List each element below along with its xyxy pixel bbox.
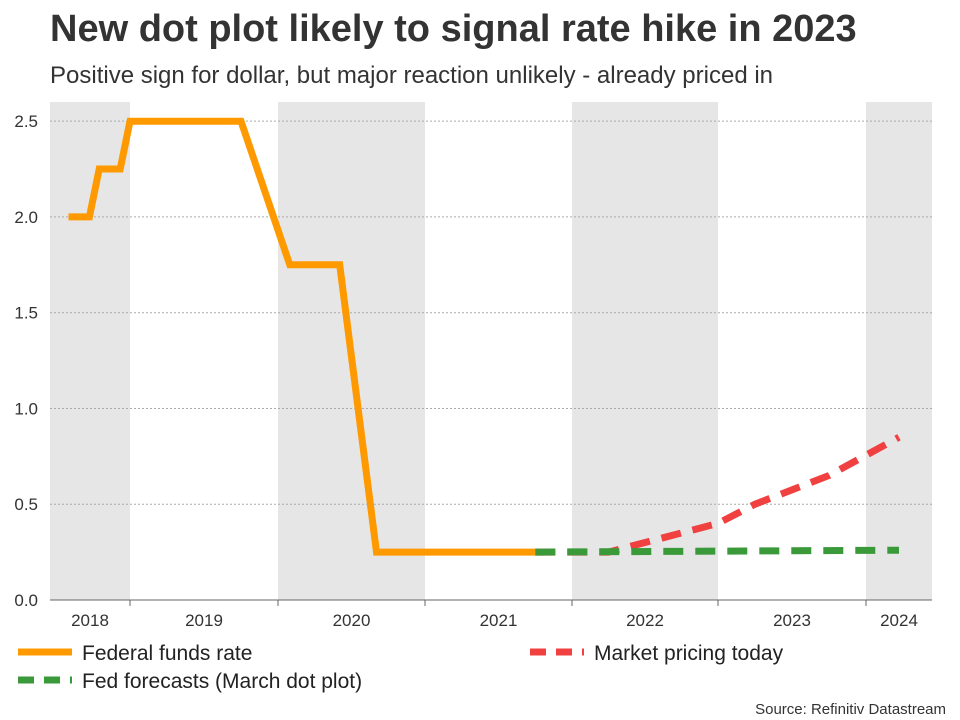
x-tick-label: 2023 — [773, 611, 811, 630]
year-bands — [50, 102, 932, 600]
x-tick-label: 2021 — [480, 611, 518, 630]
x-tick-label: 2019 — [185, 611, 223, 630]
series-lines — [68, 117, 901, 556]
x-tick-label: 2020 — [333, 611, 371, 630]
x-tick-label: 2022 — [626, 611, 664, 630]
chart-subtitle: Positive sign for dollar, but major reac… — [50, 62, 774, 89]
legend-label-market-pricing-today: Market pricing today — [594, 642, 784, 665]
year-band-2024 — [866, 102, 932, 600]
y-tick-label: 2.0 — [14, 208, 38, 227]
y-tick-label: 1.5 — [14, 304, 38, 323]
x-axis: 2018 2019 2020 2021 2022 2023 2024 — [50, 599, 932, 630]
legend-label-fed-forecasts: Fed forecasts (March dot plot) — [82, 670, 362, 693]
x-tick-label: 2018 — [71, 611, 109, 630]
year-band-2018 — [50, 102, 130, 600]
year-band-2022 — [572, 102, 718, 600]
series-line-federal-funds-rate — [68, 117, 536, 556]
y-tick-label: 2.5 — [14, 112, 38, 131]
y-tick-label: 1.0 — [14, 399, 38, 418]
gridlines — [50, 120, 932, 505]
source-note: Source: Refinitiv Datastream — [755, 701, 946, 718]
x-tick-label: 2024 — [880, 611, 918, 630]
series-line-fed-forecasts — [535, 546, 900, 556]
y-tick-label: 0.5 — [14, 495, 38, 514]
chart-title: New dot plot likely to signal rate hike … — [50, 8, 857, 50]
y-axis-ticks: 0.0 0.5 1.0 1.5 2.0 2.5 — [14, 112, 38, 610]
legend-label-federal-funds-rate: Federal funds rate — [82, 642, 252, 665]
y-tick-label: 0.0 — [14, 591, 38, 610]
